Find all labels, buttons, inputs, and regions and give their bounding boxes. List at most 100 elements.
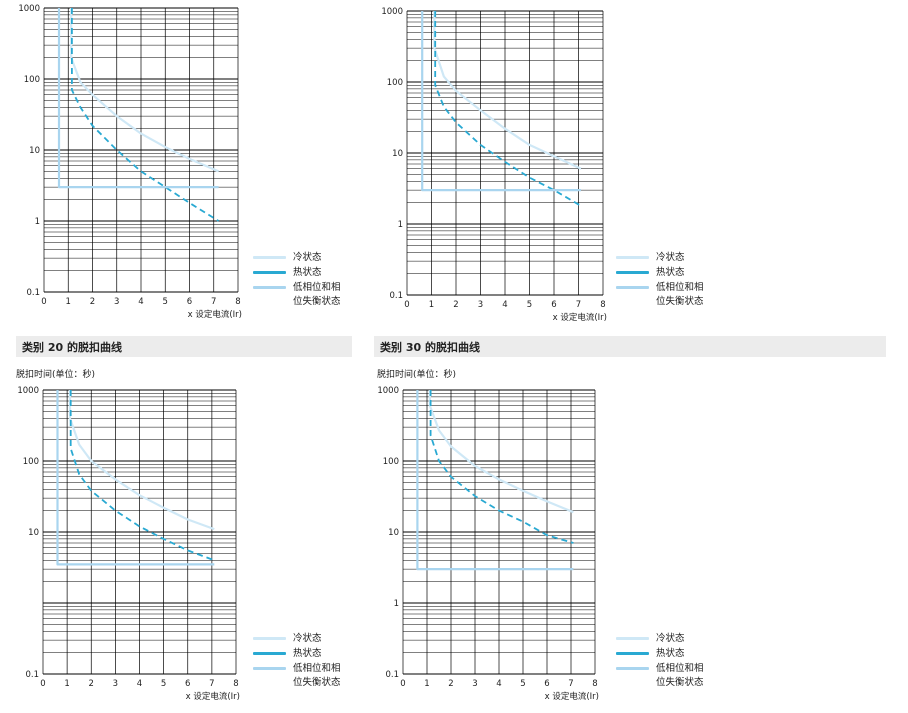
legend-chart-3: 冷状态 热状态 低相位和相 位失衡状态	[253, 632, 353, 692]
y-tick-label: 100	[24, 75, 40, 85]
legend-label-phase-loss-2: 位失衡状态	[656, 296, 704, 307]
y-tick-label: 1	[394, 599, 399, 609]
x-tick-label: 1	[429, 300, 434, 310]
legend-label-hot: 热状态	[656, 648, 685, 659]
legend-label-cold: 冷状态	[656, 633, 685, 644]
x-axis-label: x 设定电流(Ir)	[186, 691, 240, 702]
legend-label-hot: 热状态	[293, 648, 322, 659]
x-tick-label: 8	[233, 679, 238, 689]
x-tick-label: 5	[163, 297, 168, 307]
y-axis-caption-class30: 脱扣时间(单位：秒)	[377, 370, 457, 380]
legend-item-hot: 热状态	[253, 266, 353, 281]
x-tick-label: 2	[89, 679, 94, 689]
series-line-cold	[428, 390, 574, 514]
series-line-hot	[434, 11, 582, 207]
x-tick-label: 0	[404, 300, 409, 310]
x-tick-label: 0	[41, 297, 46, 307]
legend-swatch-hot	[253, 271, 286, 274]
section-title-class20: 类别 20 的脱扣曲线	[22, 341, 122, 354]
series-line-hot	[69, 390, 215, 562]
y-tick-label: 1000	[381, 7, 403, 17]
legend-item-phase-loss: 低相位和相 位失衡状态	[253, 281, 353, 311]
legend-item-cold: 冷状态	[253, 632, 353, 647]
chart-2: 0 1 2 3 4 5 6 7 8 0.1 1 10 100 1000 x 设定电流(Ir)	[381, 7, 607, 323]
x-axis-label: x 设定电流(Ir)	[545, 691, 599, 702]
x-tick-label: 1	[66, 297, 71, 307]
x-tick-label: 4	[502, 300, 507, 310]
series-line-cold	[68, 390, 215, 531]
legend-item-cold: 冷状态	[253, 251, 353, 266]
y-tick-label: 10	[29, 146, 40, 156]
y-tick-label: 1000	[17, 386, 39, 396]
y-tick-label: 0.1	[26, 288, 40, 298]
x-tick-label: 6	[187, 297, 192, 307]
y-tick-label: 10	[392, 149, 403, 159]
x-tick-label: 0	[40, 679, 45, 689]
legend-item-hot: 热状态	[616, 266, 716, 281]
x-tick-label: 3	[478, 300, 483, 310]
y-tick-label: 0.1	[385, 670, 399, 680]
legend-label-phase-loss-2: 位失衡状态	[293, 296, 341, 307]
x-tick-label: 2	[448, 679, 453, 689]
legend-label-phase-loss-1: 低相位和相	[656, 282, 704, 293]
series-line-phase-loss	[416, 390, 574, 571]
x-tick-label: 3	[113, 679, 118, 689]
legend-chart-4: 冷状态 热状态 低相位和相 位失衡状态	[616, 632, 716, 692]
legend-swatch-hot	[616, 652, 649, 655]
x-tick-label: 6	[185, 679, 190, 689]
y-tick-label: 100	[383, 457, 399, 467]
section-bar-class20: 类别 20 的脱扣曲线	[16, 336, 352, 357]
section-title-class30: 类别 30 的脱扣曲线	[380, 341, 480, 354]
legend-chart-1: 冷状态 热状态 低相位和相 位失衡状态	[253, 251, 353, 311]
legend-item-cold: 冷状态	[616, 632, 716, 647]
legend-swatch-cold	[616, 256, 649, 259]
series-line-phase-loss	[421, 11, 581, 192]
series-line-phase-loss	[57, 8, 219, 189]
x-tick-label: 0	[400, 679, 405, 689]
y-tick-label: 1	[35, 217, 40, 227]
y-tick-label: 100	[23, 457, 39, 467]
chart-4: 0 1 2 3 4 5 6 7 8 0.1 1 10 100 1000 x 设定电流(Ir)	[377, 386, 599, 702]
legend-label-phase-loss-1: 低相位和相	[656, 663, 704, 674]
legend-swatch-phase-loss	[253, 286, 286, 289]
x-tick-label: 5	[161, 679, 166, 689]
x-tick-label: 5	[520, 679, 525, 689]
y-tick-label: 10	[388, 528, 399, 538]
series-line-hot	[429, 390, 574, 544]
legend-swatch-cold	[616, 637, 649, 640]
x-tick-label: 4	[496, 679, 501, 689]
legend-label-cold: 冷状态	[656, 252, 685, 263]
y-tick-label: 1000	[377, 386, 399, 396]
y-tick-label: 0.1	[25, 670, 39, 680]
legend-label-phase-loss-2: 位失衡状态	[293, 677, 341, 688]
legend-item-phase-loss: 低相位和相 位失衡状态	[616, 281, 716, 311]
chart-1: 0 1 2 3 4 5 6 7 8 0.1 1 10 100 1000 x 设定电流(Ir)	[18, 4, 242, 320]
x-tick-label: 8	[600, 300, 605, 310]
y-axis-caption-class20: 脱扣时间(单位：秒)	[16, 370, 96, 380]
x-tick-label: 3	[114, 297, 119, 307]
legend-label-phase-loss-2: 位失衡状态	[656, 677, 704, 688]
legend-label-phase-loss-1: 低相位和相	[293, 663, 341, 674]
legend-swatch-hot	[616, 271, 649, 274]
legend-item-hot: 热状态	[616, 647, 716, 662]
x-tick-label: 1	[64, 679, 69, 689]
x-tick-label: 4	[138, 297, 143, 307]
legend-label-cold: 冷状态	[293, 633, 322, 644]
legend-label-hot: 热状态	[656, 267, 685, 278]
y-tick-label: 10	[28, 528, 39, 538]
legend-item-phase-loss: 低相位和相 位失衡状态	[616, 662, 716, 692]
x-tick-label: 8	[235, 297, 240, 307]
legend-item-cold: 冷状态	[616, 251, 716, 266]
x-tick-label: 7	[211, 297, 216, 307]
legend-swatch-phase-loss	[616, 667, 649, 670]
series-line-hot	[71, 8, 220, 222]
legend-label-phase-loss-1: 低相位和相	[293, 282, 341, 293]
series-line-phase-loss	[56, 390, 215, 566]
legend-label-cold: 冷状态	[293, 252, 322, 263]
legend-swatch-phase-loss	[253, 667, 286, 670]
y-tick-label: 0.1	[389, 291, 403, 301]
x-axis-label: x 设定电流(Ir)	[553, 312, 607, 323]
series-line-cold	[433, 11, 582, 170]
chart-3: 0 1 2 3 4 5 6 7 8 0.1 10 100 1000 x 设定电流(Ir)	[17, 386, 240, 702]
